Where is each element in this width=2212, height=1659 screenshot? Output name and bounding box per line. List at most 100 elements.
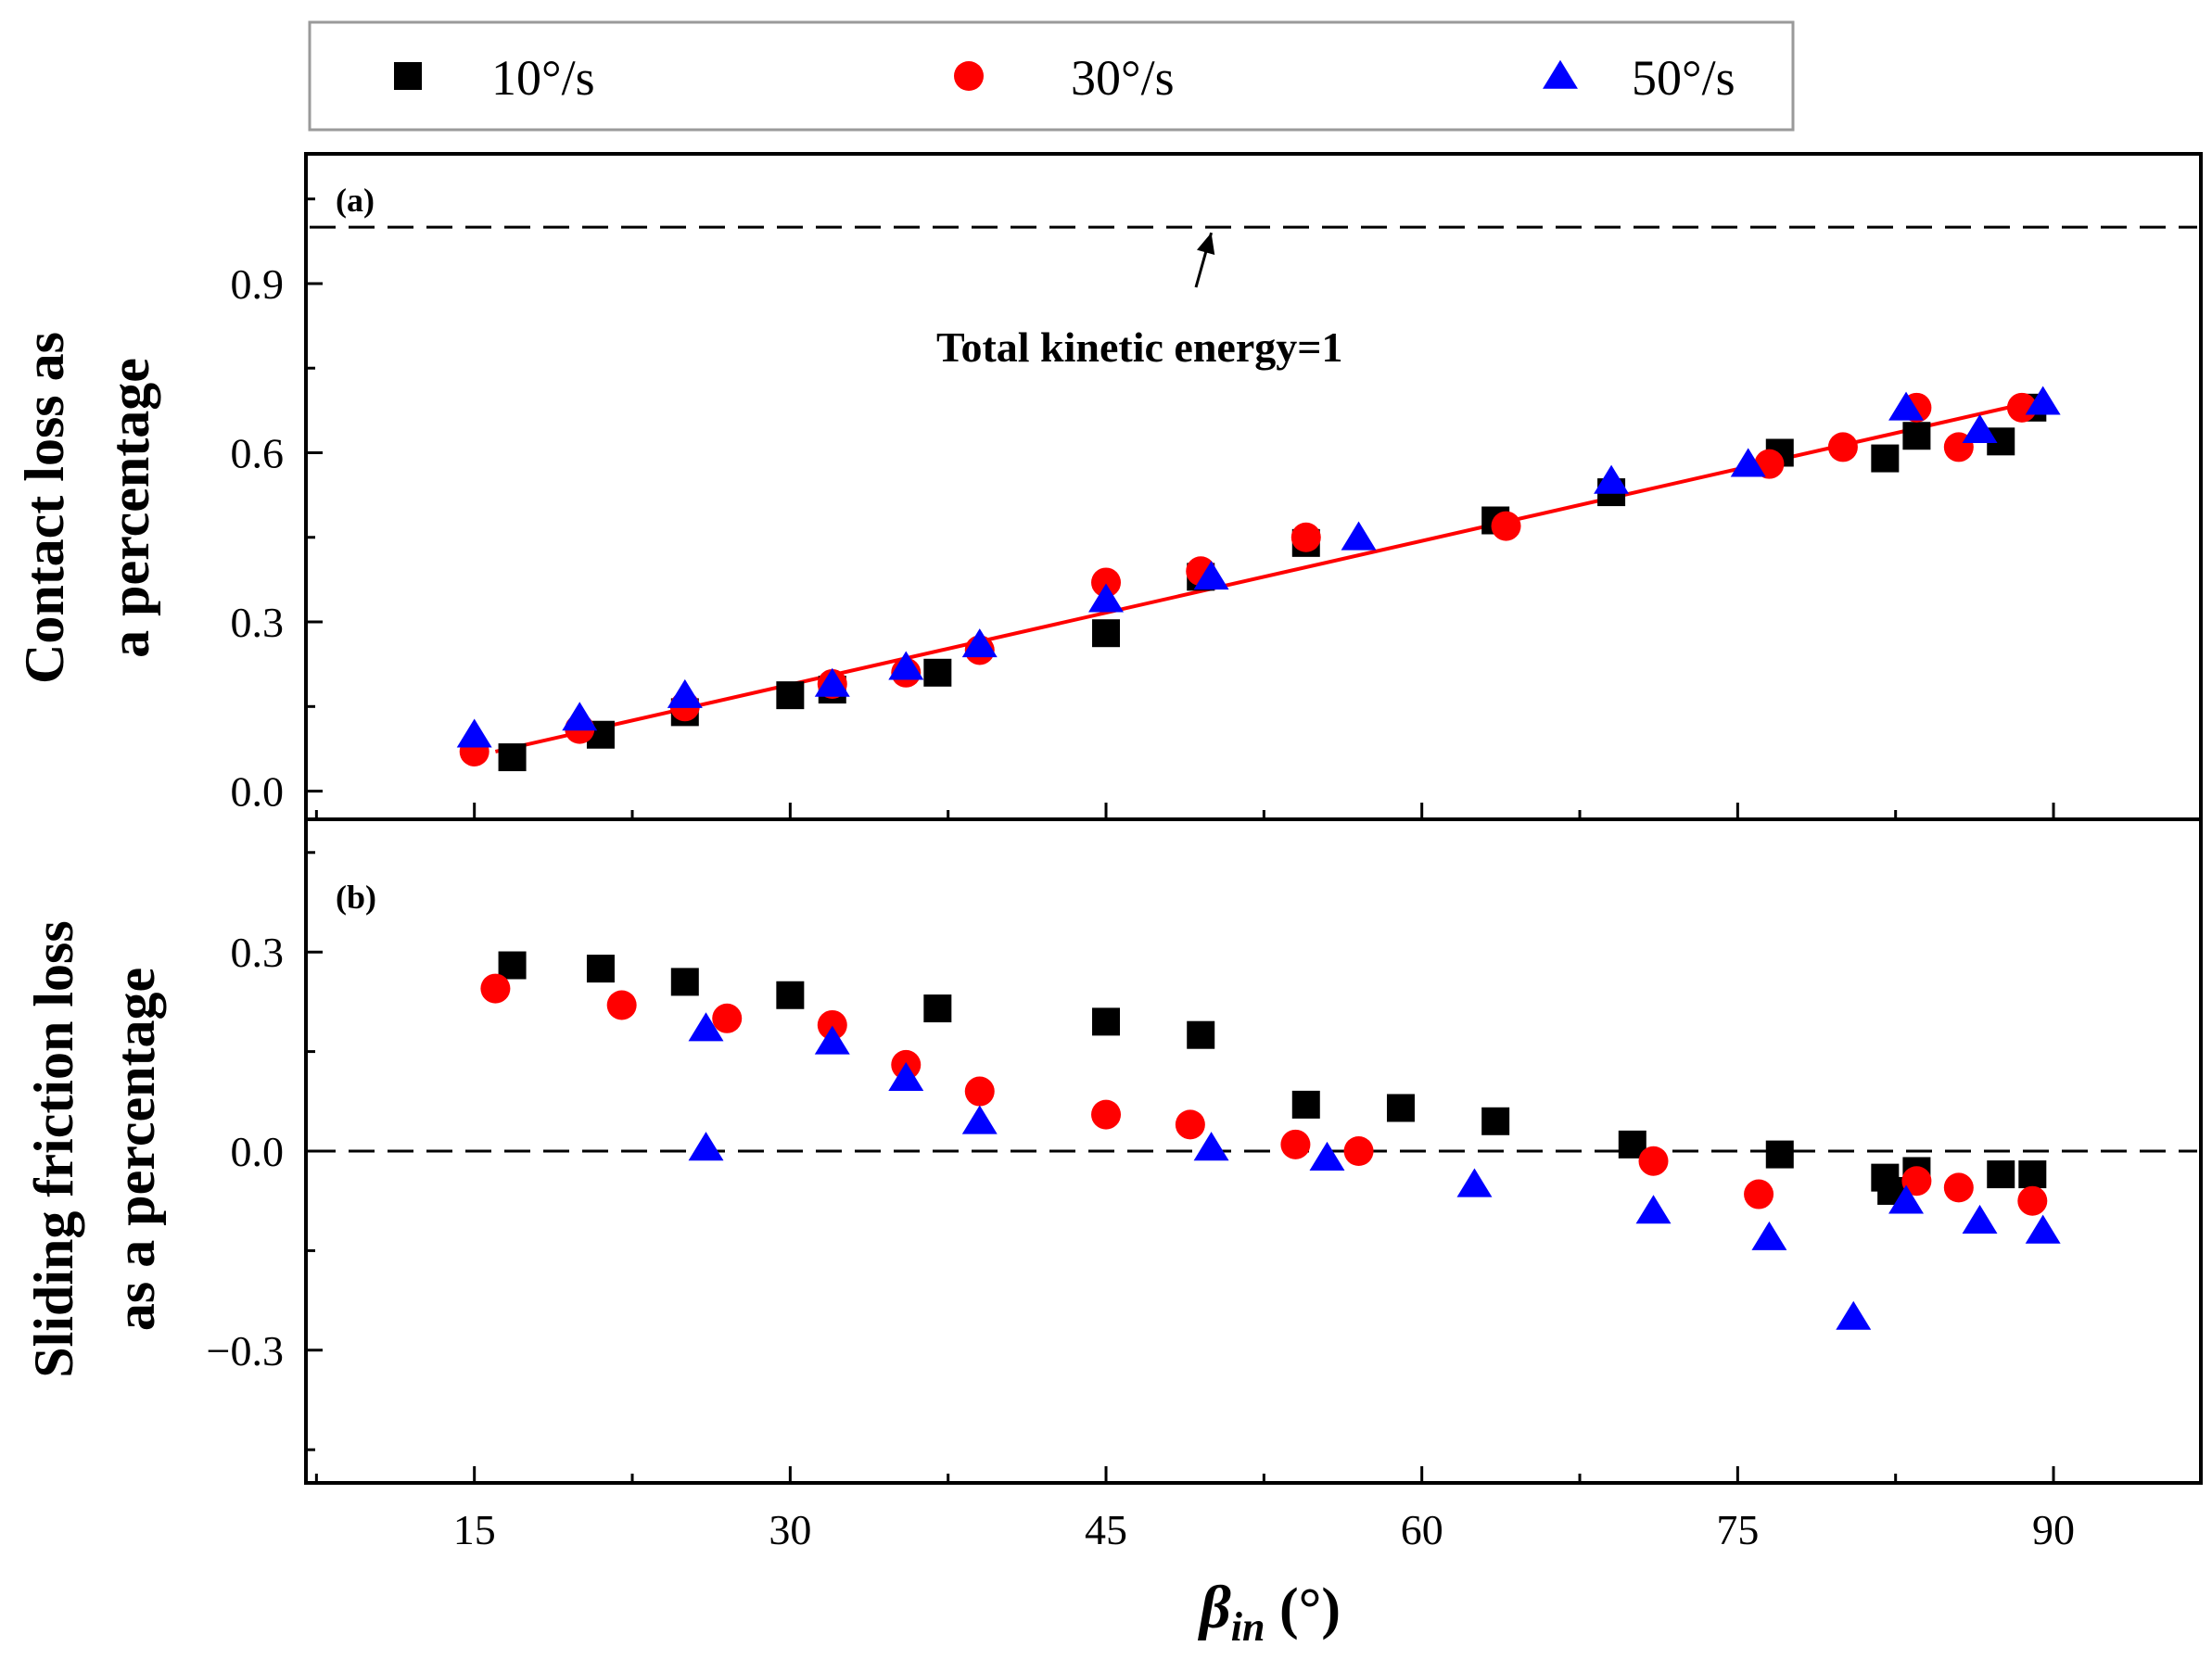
panel-b-point-circle [817, 1009, 847, 1040]
panel-b-point-triangle [688, 1012, 724, 1042]
panel-b-point-circle [1901, 1166, 1932, 1197]
panel-b-point-triangle [961, 1105, 998, 1134]
legend-marker-circle [954, 61, 984, 91]
panel-a-point-circle [1091, 567, 1122, 598]
linear-fit-line [494, 399, 2033, 754]
annotation-arrow-head [1196, 233, 1215, 255]
panel-a-point-triangle [667, 678, 703, 708]
panel-a-y-tick-label: 0.3 [231, 599, 285, 646]
panel-a-point-square [1871, 444, 1900, 473]
panel-b-point-circle [1175, 1109, 1205, 1140]
panel-b-point-square [498, 951, 527, 980]
panel-a-point-triangle [961, 628, 998, 658]
legend-item-square: 10°/s [394, 50, 595, 106]
legend-item-circle: 30°/s [954, 50, 1175, 106]
legend: 10°/s 30°/s 50°/s [308, 20, 1795, 132]
panel-a-point-triangle [888, 651, 924, 680]
panel-a-point-triangle [1730, 448, 1766, 477]
panel-b-point-circle [1943, 1172, 1974, 1203]
panel-a-point-triangle [1594, 464, 1630, 494]
panel-b: −0.3 0.0 0.3 15 30 45 60 75 90 (b) Sliding frict… [23, 817, 2203, 1650]
panel-b-point-circle [1343, 1136, 1374, 1166]
panel-a-y-tick-label: 0.6 [231, 429, 285, 476]
panel-a-point-circle [1290, 522, 1321, 552]
panel-b-point-square [670, 968, 699, 996]
panel-b-point-square [1765, 1140, 1794, 1169]
panel-b-point-circle [1638, 1146, 1669, 1176]
panel-b-point-square [1187, 1020, 1215, 1049]
panel-a: 0.0 0.3 0.6 0.9 (a) Contact loss as a perce… [14, 152, 2203, 821]
panel-b-y-axis-title-line1: Sliding friction loss [23, 920, 84, 1377]
panel-a-label: (a) [336, 182, 375, 219]
panel-b-series-circle [480, 973, 2048, 1216]
legend-label-square: 10°/s [491, 50, 595, 106]
panel-a-series-triangle [456, 386, 2061, 748]
panel-b-point-circle [480, 973, 511, 1004]
panel-a-point-triangle [1341, 521, 1377, 551]
panel-a-point-square [923, 658, 952, 687]
panel-a-point-triangle [562, 702, 598, 731]
x-tick-label: 90 [2032, 1506, 2075, 1553]
panel-a-point-square [498, 743, 527, 772]
panel-b-y-tick-label: 0.0 [231, 1128, 285, 1175]
panel-b-point-triangle [888, 1061, 924, 1092]
panel-b-series-square [498, 951, 2047, 1205]
legend-item-triangle: 50°/s [1543, 50, 1735, 106]
legend-marker-square [394, 62, 422, 90]
panel-a-point-circle [1827, 432, 1858, 462]
panel-b-y-tick-label: 0.3 [231, 929, 285, 976]
panel-b-plot-area: −0.3 0.0 0.3 15 30 45 60 75 90 [207, 817, 2203, 1553]
panel-a-point-circle [2006, 392, 2037, 423]
panel-b-point-triangle [814, 1025, 850, 1055]
panel-a-point-square [776, 681, 805, 710]
panel-b-point-circle [606, 990, 637, 1020]
x-tick-label: 30 [769, 1506, 811, 1553]
panel-a-y-axis-title-line1: Contact loss as [14, 332, 75, 684]
panel-a-y-tick-label: 0.0 [231, 768, 285, 816]
panel-b-point-triangle [1456, 1168, 1493, 1197]
panel-b-point-circle [1744, 1179, 1774, 1209]
panel-b-point-square [1092, 1007, 1121, 1036]
legend-label-triangle: 50°/s [1632, 50, 1735, 106]
panel-b-point-square [923, 994, 952, 1023]
panel-b-point-triangle [1193, 1132, 1229, 1161]
panel-a-point-square [1092, 619, 1121, 648]
legend-marker-triangle [1543, 59, 1578, 89]
panel-a-point-triangle [1888, 391, 1925, 421]
panel-b-point-square [1291, 1090, 1320, 1119]
x-axis-title-symbol: β [1197, 1574, 1231, 1641]
panel-b-point-triangle [1836, 1300, 1872, 1330]
panel-b-point-circle [712, 1003, 743, 1033]
panel-b-series-triangle [688, 1012, 2061, 1330]
panel-a-y-axis-title-line2: a percentage [99, 358, 160, 658]
panel-a-point-square [1902, 422, 1931, 450]
panel-b-point-square [1386, 1094, 1415, 1122]
panel-a-point-triangle [456, 718, 492, 748]
panel-b-point-square [1481, 1107, 1510, 1135]
panel-a-point-triangle [1962, 413, 1998, 443]
x-tick-label: 60 [1401, 1506, 1443, 1553]
panel-b-point-triangle [1888, 1184, 1925, 1214]
panel-b-point-triangle [1751, 1221, 1787, 1250]
annotation-total-kinetic-energy: Total kinetic energy=1 [936, 323, 1342, 371]
panel-a-point-triangle [1193, 561, 1229, 590]
panel-b-y-axis-title-line2: as a percentage [105, 968, 166, 1331]
panel-b-label: (b) [336, 879, 376, 916]
x-axis-title-unit: (°) [1265, 1577, 1341, 1640]
panel-b-point-triangle [1962, 1204, 1998, 1234]
panel-b-point-triangle [688, 1132, 724, 1161]
panel-a-point-triangle [1088, 583, 1124, 613]
x-tick-label: 75 [1716, 1506, 1759, 1553]
x-tick-label: 15 [453, 1506, 496, 1553]
panel-b-point-square [586, 955, 615, 983]
panel-b-point-circle [964, 1076, 995, 1107]
x-axis-title-subscript: in [1231, 1604, 1265, 1650]
panel-b-point-square [776, 981, 805, 1009]
panel-b-point-triangle [2025, 1214, 2061, 1244]
x-tick-label: 45 [1085, 1506, 1127, 1553]
panel-b-point-triangle [1309, 1141, 1345, 1171]
panel-b-point-circle [1280, 1129, 1311, 1159]
panel-a-point-triangle [2025, 386, 2061, 415]
panel-b-y-tick-label: −0.3 [207, 1327, 284, 1374]
